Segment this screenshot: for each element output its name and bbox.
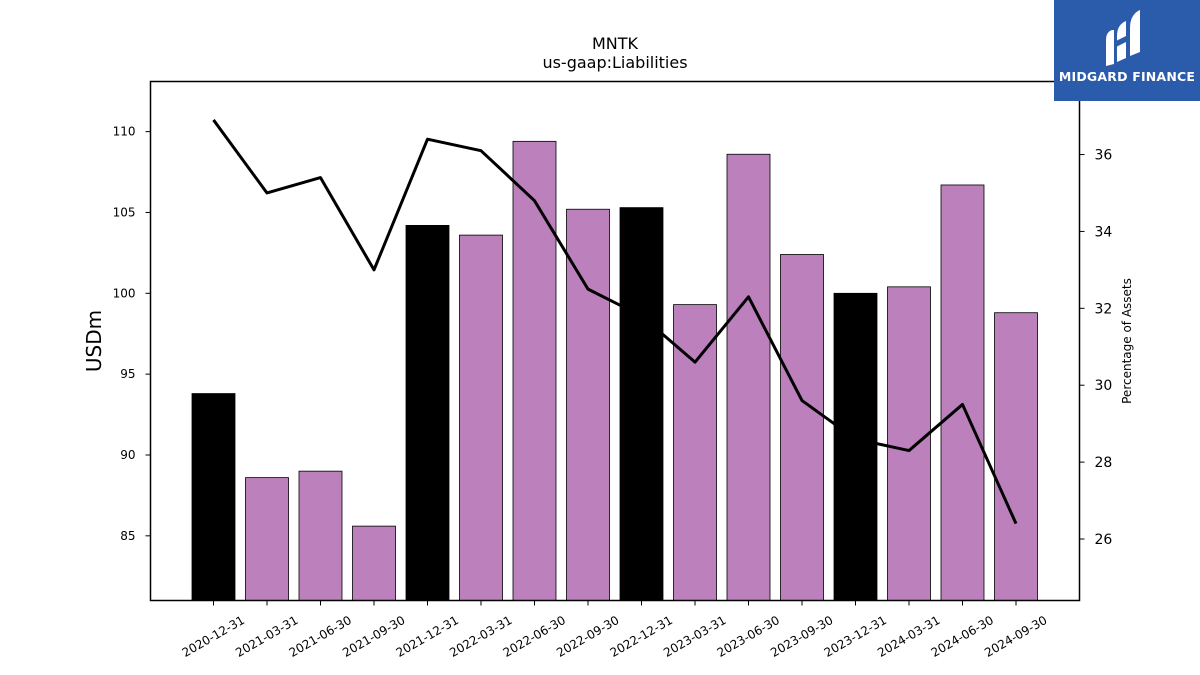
bar bbox=[566, 208, 610, 601]
chart-title: MNTK bbox=[592, 34, 639, 53]
x-axis: 2020-12-312021-03-312021-06-302021-09-30… bbox=[180, 600, 1050, 660]
chart-subtitle: us-gaap:Liabilities bbox=[542, 53, 687, 72]
percentage-line bbox=[212, 119, 1018, 525]
bar bbox=[833, 292, 878, 601]
bar bbox=[940, 184, 985, 601]
y-axis-right: 26 28 30 32 34 36 bbox=[1079, 148, 1113, 548]
bar bbox=[726, 153, 771, 601]
y2-tick-label: 36 bbox=[1095, 148, 1113, 164]
y-axis-left: 85 90 95 100 105 110 bbox=[113, 125, 151, 543]
bar bbox=[619, 207, 664, 601]
bar bbox=[245, 477, 289, 601]
y-tick-label: 95 bbox=[120, 367, 135, 381]
bar bbox=[352, 525, 396, 601]
y2-tick-label: 30 bbox=[1095, 378, 1113, 394]
y2-tick-label: 26 bbox=[1095, 532, 1113, 548]
y-tick-label: 100 bbox=[113, 286, 136, 300]
y2-tick-label: 28 bbox=[1095, 455, 1113, 471]
bar bbox=[405, 224, 450, 601]
y2-axis-label: Percentage of Assets bbox=[1120, 278, 1134, 404]
bar bbox=[887, 286, 931, 601]
y-axis-label: USDm bbox=[82, 310, 106, 372]
bar-series bbox=[191, 140, 1038, 601]
y2-tick-label: 34 bbox=[1095, 224, 1113, 240]
y-tick-label: 105 bbox=[113, 205, 136, 219]
plot-frame bbox=[149, 80, 1081, 602]
brand-name: MIDGARD FINANCE bbox=[1058, 69, 1196, 84]
bar bbox=[191, 393, 236, 601]
y-tick-label: 85 bbox=[120, 529, 135, 543]
bar bbox=[512, 140, 557, 601]
bar bbox=[994, 312, 1038, 601]
bar bbox=[673, 304, 717, 601]
y-tick-label: 110 bbox=[113, 125, 136, 139]
bar bbox=[780, 254, 824, 601]
brand-logo: MIDGARD FINANCE bbox=[1054, 0, 1200, 101]
midgard-logo-icon bbox=[1106, 10, 1140, 66]
y2-tick-label: 32 bbox=[1095, 301, 1113, 317]
line-series bbox=[212, 119, 1018, 525]
bar bbox=[459, 234, 503, 601]
y-tick-label: 90 bbox=[120, 448, 135, 462]
bar bbox=[298, 470, 343, 601]
